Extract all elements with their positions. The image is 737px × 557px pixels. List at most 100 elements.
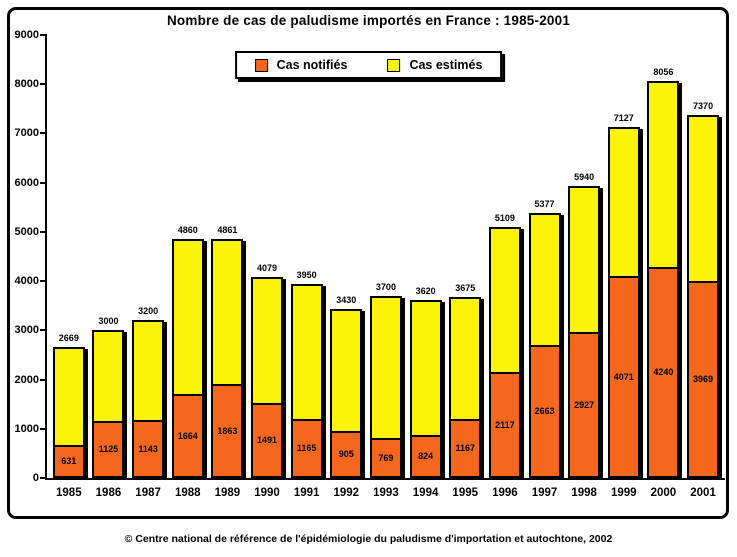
bar-total-label: 7370 (693, 101, 714, 111)
bar-notified-label: 4240 (653, 367, 674, 377)
bar-segment-estimated (451, 299, 480, 419)
bar-segment-estimated (292, 286, 321, 419)
y-axis-tick-label: 2000 (14, 373, 39, 386)
x-axis-label: 1986 (95, 487, 122, 499)
x-axis-label: 1995 (452, 487, 479, 499)
y-axis-tick-label: 3000 (14, 324, 39, 337)
bar-1997: 2663 (528, 213, 561, 478)
bar-1992: 905 (330, 309, 363, 478)
bar-1990: 1491 (251, 277, 284, 478)
bar-1989: 1863 (211, 239, 244, 478)
bar-notified-label: 769 (378, 452, 394, 463)
bar-segment-notified: 3969 (689, 281, 718, 476)
bar-segment-estimated (213, 241, 242, 384)
bar-total-label: 3430 (336, 295, 357, 305)
y-axis-tick (40, 132, 47, 135)
x-axis-label: 1985 (56, 487, 82, 499)
bar-group-1987: 3200 1143 1987 (128, 306, 168, 499)
bar-group-1996: 5109 2117 1996 (485, 213, 525, 499)
bar-1996: 2117 (488, 227, 521, 478)
legend-item-notified: Cas notifiés (254, 58, 348, 72)
bar-group-1992: 3430 905 1992 (326, 295, 366, 499)
y-axis-tick-label: 0 (32, 472, 39, 484)
bar-total-label: 3200 (138, 306, 159, 316)
bar-notified-label: 631 (61, 456, 77, 466)
bar-notified-label: 2117 (495, 419, 515, 430)
bar-segment-notified: 1143 (134, 420, 163, 476)
bar-segment-estimated (332, 311, 361, 431)
bar-1995: 1167 (449, 297, 482, 478)
x-axis-label: 1992 (333, 487, 360, 499)
x-axis-label: 1997 (531, 487, 558, 499)
bar-segment-estimated (609, 129, 638, 276)
bar-group-1989: 4861 1863 1989 (208, 225, 248, 499)
x-axis-label: 2000 (650, 487, 677, 499)
bar-group-1985: 2669 631 1985 (49, 333, 89, 499)
x-axis-label: 2001 (690, 487, 716, 499)
bar-total-label: 3675 (455, 283, 476, 293)
bar-group-1998: 5940 2927 1998 (564, 172, 604, 499)
bar-segment-estimated (173, 241, 202, 394)
y-axis-tick-label: 8000 (14, 78, 39, 91)
bar-notified-label: 2927 (574, 399, 595, 410)
bar-group-1999: 7127 4071 1999 (604, 113, 644, 499)
bar-notified-label: 1167 (455, 443, 475, 453)
bar-segment-notified: 1491 (253, 403, 282, 476)
bar-notified-label: 1165 (296, 443, 317, 453)
y-axis-tick-label: 6000 (14, 176, 39, 189)
bar-segment-estimated (54, 349, 83, 445)
bar-total-label: 3620 (415, 286, 436, 296)
bar-total-label: 2669 (58, 333, 79, 343)
bar-segment-estimated (649, 83, 678, 267)
y-axis-tick-label: 4000 (14, 275, 39, 288)
bar-segment-estimated (570, 188, 599, 332)
bar-group-1994: 3620 824 1994 (406, 286, 446, 499)
bar-notified-label: 1143 (138, 443, 158, 454)
y-axis-tick (40, 280, 47, 283)
x-axis-label: 1999 (610, 487, 637, 499)
bar-2000: 4240 (647, 81, 680, 478)
x-axis-label: 1987 (135, 487, 161, 499)
plot-area: 0 1000 2000 3000 4000 5000 6000 7000 8000 9000 266… (15, 29, 725, 499)
bar-1998: 2927 (568, 186, 601, 478)
legend-label-notified: Cas notifiés (276, 58, 348, 72)
bar-segment-notified: 905 (332, 431, 361, 476)
bar-total-label: 3700 (375, 282, 396, 292)
bar-total-label: 8056 (653, 67, 674, 77)
bar-total-label: 4860 (177, 225, 198, 235)
bar-group-1991: 3950 1165 1991 (287, 270, 327, 499)
bar-segment-notified: 2117 (490, 372, 519, 476)
bar-segment-notified: 4071 (609, 276, 638, 476)
legend-item-estimated: Cas estimés (387, 58, 482, 72)
bar-total-label: 3000 (98, 316, 119, 326)
bar-notified-label: 1664 (177, 430, 198, 441)
bar-group-1997: 5377 2663 1997 (525, 199, 565, 499)
bar-notified-label: 1491 (257, 435, 278, 445)
x-axis-label: 1991 (293, 487, 320, 499)
bar-total-label: 5940 (574, 172, 595, 182)
bar-total-label: 5109 (494, 213, 515, 223)
y-axis-tick (40, 34, 47, 36)
bar-segment-estimated (689, 117, 718, 281)
x-axis-label: 1998 (571, 487, 597, 499)
y-axis-tick (40, 230, 47, 233)
legend-label-estimated: Cas estimés (409, 58, 483, 72)
x-axis-label: 1993 (373, 487, 399, 499)
bar-notified-label: 2663 (534, 406, 555, 416)
bar-2001: 3969 (687, 115, 720, 478)
bar-1991: 1165 (290, 284, 323, 478)
bar-segment-notified: 1165 (292, 419, 321, 476)
bar-group-2001: 7370 3969 2001 (683, 101, 723, 499)
bar-segment-estimated (530, 215, 559, 345)
y-axis-tick (40, 427, 47, 430)
bar-segment-notified: 4240 (649, 267, 678, 476)
bar-segment-notified: 1664 (173, 394, 202, 476)
bar-segment-estimated (490, 229, 519, 372)
y-axis-tick (40, 329, 47, 332)
bar-notified-label: 3969 (693, 374, 714, 384)
x-axis-label: 1989 (214, 487, 241, 499)
bar-segment-notified: 824 (411, 435, 440, 476)
bar-group-1993: 3700 769 1993 (366, 282, 406, 499)
bar-notified-label: 824 (418, 451, 434, 461)
legend-box: Cas notifiés Cas estimés (234, 51, 503, 79)
